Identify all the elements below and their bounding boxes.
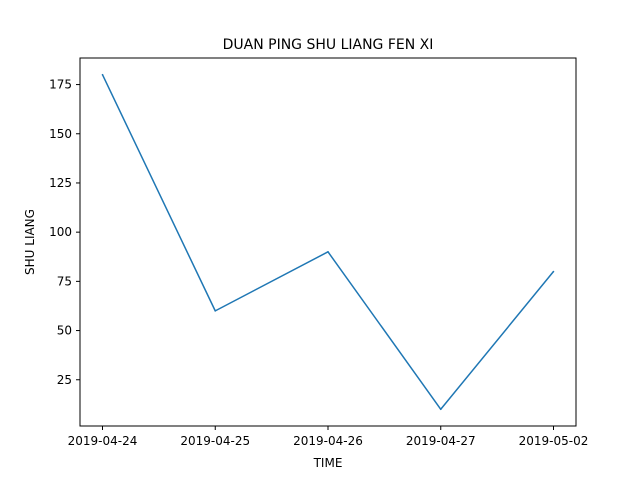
y-axis: 25 50 75 100 125 150 175 [49, 78, 80, 387]
data-point [439, 408, 442, 411]
data-point [101, 73, 104, 76]
y-tick-label: 50 [57, 324, 72, 338]
data-point [214, 310, 217, 312]
x-axis: 2019-04-24 2019-04-25 2019-04-26 2019-04-27… [68, 426, 589, 448]
series-layer [101, 73, 555, 411]
y-tick-label: 100 [49, 225, 72, 239]
y-tick-label: 25 [57, 373, 72, 387]
data-point [327, 251, 329, 253]
data-point [552, 270, 555, 273]
y-tick-label: 125 [49, 176, 72, 190]
y-tick-label: 150 [49, 127, 72, 141]
x-axis-label: TIME [313, 456, 343, 470]
y-tick-label: 175 [49, 78, 72, 92]
x-tick-label: 2019-04-24 [68, 434, 138, 448]
y-tick-label: 75 [57, 274, 72, 288]
y-axis-label: SHU LIANG [23, 209, 37, 275]
x-tick-label: 2019-04-26 [293, 434, 363, 448]
x-tick-label: 2019-04-27 [406, 434, 476, 448]
chart-title: DUAN PING SHU LIANG FEN XI [223, 37, 434, 53]
x-tick-label: 2019-05-02 [519, 434, 589, 448]
x-tick-label: 2019-04-25 [180, 434, 250, 448]
